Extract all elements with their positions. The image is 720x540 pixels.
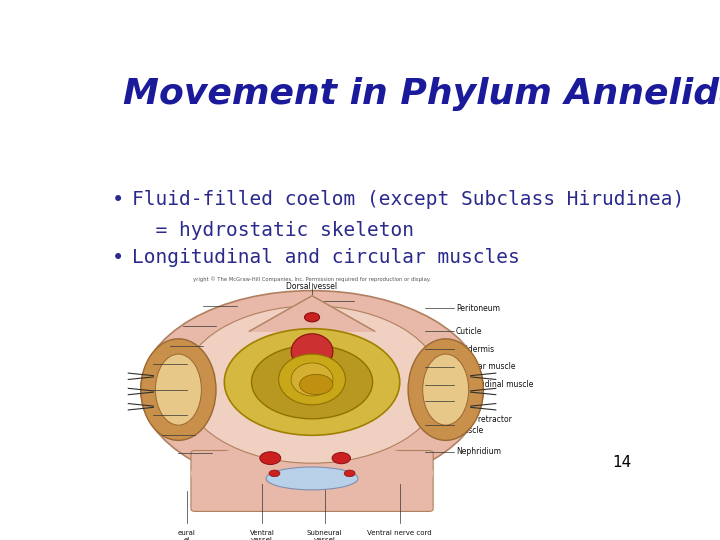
Ellipse shape <box>141 291 483 489</box>
Text: Circular muscle: Circular muscle <box>456 362 516 372</box>
Circle shape <box>251 345 373 419</box>
Circle shape <box>225 329 400 435</box>
Text: 14: 14 <box>612 455 631 470</box>
Text: Ventral
vessel: Ventral vessel <box>250 530 274 540</box>
Ellipse shape <box>279 354 346 405</box>
Text: Cuticle: Cuticle <box>456 327 482 336</box>
Text: Nephridium: Nephridium <box>456 447 501 456</box>
Text: Fluid-filled coelom (except Subclass Hirudinea): Fluid-filled coelom (except Subclass Hir… <box>132 190 684 208</box>
Circle shape <box>332 453 351 464</box>
Text: eural
el: eural el <box>178 530 196 540</box>
Ellipse shape <box>141 339 216 441</box>
Ellipse shape <box>183 306 441 463</box>
Text: Subneural
vessel: Subneural vessel <box>307 530 343 540</box>
FancyBboxPatch shape <box>191 450 433 511</box>
Text: Movement in Phylum Annelida: Movement in Phylum Annelida <box>124 77 720 111</box>
Text: Dorsal vessel: Dorsal vessel <box>287 282 338 291</box>
Polygon shape <box>249 296 374 331</box>
Text: Epidermis: Epidermis <box>456 345 494 354</box>
Circle shape <box>260 452 281 464</box>
Text: •: • <box>112 248 125 268</box>
Text: Setal retractor
muscle: Setal retractor muscle <box>456 415 512 435</box>
Ellipse shape <box>266 467 358 490</box>
Text: •: • <box>112 190 125 210</box>
Text: Longitudinal muscle: Longitudinal muscle <box>456 380 534 389</box>
Ellipse shape <box>191 442 433 505</box>
Ellipse shape <box>423 354 469 425</box>
Text: Longitudinal and circular muscles: Longitudinal and circular muscles <box>132 248 520 267</box>
Text: Peritoneum: Peritoneum <box>456 304 500 313</box>
Ellipse shape <box>408 339 483 441</box>
Text: = hydrostatic skeleton: = hydrostatic skeleton <box>132 221 414 240</box>
Circle shape <box>300 374 333 395</box>
Circle shape <box>344 470 355 477</box>
Ellipse shape <box>156 354 202 425</box>
Ellipse shape <box>291 334 333 369</box>
Circle shape <box>305 313 320 322</box>
Ellipse shape <box>291 363 333 396</box>
Text: Setae: Setae <box>456 396 478 406</box>
Text: Ventral nerve cord: Ventral nerve cord <box>367 530 432 536</box>
Circle shape <box>269 470 280 477</box>
Text: yright © The McGraw-Hill Companies, Inc. Permission required for reproduction or: yright © The McGraw-Hill Companies, Inc.… <box>193 276 431 282</box>
